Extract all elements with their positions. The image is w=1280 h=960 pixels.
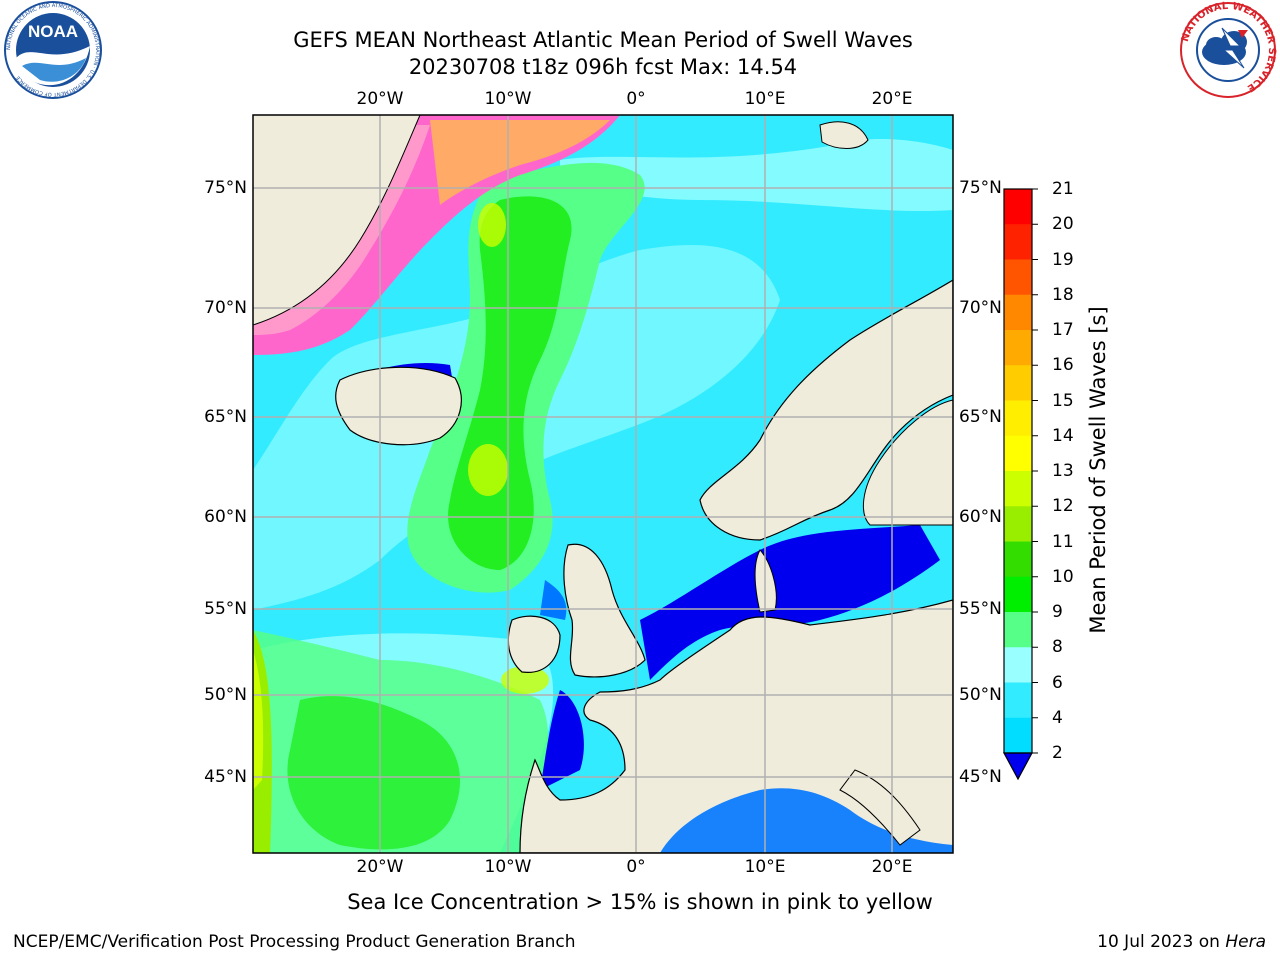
colorbar-band: [1004, 647, 1032, 683]
lat-tick-left-55n: 55°N: [204, 599, 247, 619]
lat-tick-right-50n: 50°N: [959, 685, 1002, 705]
chart-title: GEFS MEAN Northeast Atlantic Mean Period…: [293, 28, 913, 52]
colorbar-band: [1004, 435, 1032, 472]
colorbar: [1002, 188, 1038, 781]
lon-tick-top-10w: 10°W: [484, 89, 532, 109]
colorbar-band: [1004, 224, 1032, 260]
colorbar-tick-label: 21: [1052, 179, 1074, 199]
lat-tick-left-45n: 45°N: [204, 767, 247, 787]
lat-tick-left-60n: 60°N: [204, 507, 247, 527]
colorbar-band: [1004, 330, 1032, 366]
map-frame: [252, 114, 954, 854]
colorbar-tick-label: 14: [1052, 425, 1074, 446]
lat-tick-right-65n: 65°N: [959, 407, 1002, 427]
lon-tick-bottom-0: 0°: [626, 857, 646, 877]
lat-tick-left-75n: 75°N: [204, 178, 247, 198]
chart-subtitle: 20230708 t18z 096h fcst Max: 14.54: [408, 55, 798, 79]
lat-tick-left-65n: 65°N: [204, 407, 247, 427]
colorbar-tick-label: 17: [1052, 320, 1074, 340]
lat-tick-left-70n: 70°N: [204, 298, 247, 318]
noaa-logo-text: NOAA: [28, 22, 78, 41]
colorbar-tick-label: 9: [1052, 602, 1063, 622]
colorbar-band: [1004, 365, 1032, 401]
colorbar-tick-label: 11: [1052, 531, 1074, 552]
colorbar-tick-label: 4: [1052, 707, 1063, 728]
colorbar-band: [1004, 471, 1032, 507]
lat-tick-right-45n: 45°N: [959, 767, 1002, 787]
lon-tick-top-10e: 10°E: [744, 89, 786, 109]
colorbar-tick-label: 2: [1052, 743, 1063, 763]
lat-tick-right-75n: 75°N: [959, 178, 1002, 198]
colorbar-band: [1004, 506, 1032, 542]
lon-tick-bottom-20w: 20°W: [356, 857, 404, 877]
sea-ice: [253, 115, 620, 355]
lat-tick-left-50n: 50°N: [204, 685, 247, 705]
colorbar-band: [1004, 717, 1032, 754]
colorbar-band: [1004, 682, 1032, 719]
colorbar-tick-label: 16: [1052, 355, 1074, 376]
colorbar-tick-label: 18: [1052, 284, 1074, 305]
colorbar-tick-label: 20: [1052, 214, 1074, 235]
swell-zone-2s: [640, 525, 940, 680]
footer-date: 10 Jul 2023 on Hera: [1097, 932, 1266, 952]
lon-tick-top-20w: 20°W: [356, 89, 404, 109]
colorbar-band: [1004, 294, 1032, 331]
svalbard: [819, 121, 869, 149]
footer-date-text: 10 Jul 2023 on: [1097, 932, 1226, 952]
lon-tick-bottom-10e: 10°E: [744, 857, 786, 877]
iceland: [335, 366, 462, 446]
noaa-logo: NOAA NATIONAL OCEANIC AND ATMOSPHERIC AD…: [4, 1, 102, 99]
footer-credit: NCEP/EMC/Verification Post Processing Pr…: [13, 932, 576, 952]
lon-tick-bottom-20e: 20°E: [871, 857, 913, 877]
nws-logo: NATIONAL WEATHER SERVICE: [1180, 1, 1277, 98]
scandinavia: [699, 279, 953, 541]
colorbar-band: [1004, 541, 1032, 578]
lat-tick-right-70n: 70°N: [959, 298, 1002, 318]
colorbar-tick-label: 6: [1052, 672, 1063, 693]
colorbar-band: [1004, 612, 1032, 648]
colorbar-title: Mean Period of Swell Waves [s]: [1086, 306, 1110, 634]
colorbar-tick-label: 13: [1052, 461, 1074, 481]
lat-tick-right-60n: 60°N: [959, 507, 1002, 527]
colorbar-tick-label: 8: [1052, 637, 1063, 658]
footer-machine: Hera: [1225, 932, 1266, 952]
greenland: [253, 115, 421, 326]
colorbar-band: [1004, 400, 1032, 437]
colorbar-tick-label: 19: [1052, 249, 1074, 270]
lon-tick-top-0: 0°: [626, 89, 646, 109]
colorbar-tick-label: 15: [1052, 390, 1074, 411]
colorbar-band: [1004, 259, 1032, 296]
lon-tick-bottom-10w: 10°W: [484, 857, 532, 877]
colorbar-tick-label: 12: [1052, 496, 1074, 517]
great-britain: [563, 543, 646, 678]
ireland: [507, 615, 561, 673]
lon-tick-top-20e: 20°E: [871, 89, 913, 109]
colorbar-extend-arrow: [1002, 752, 1034, 781]
sea-ice-note: Sea Ice Concentration > 15% is shown in …: [347, 890, 933, 914]
lat-tick-right-55n: 55°N: [959, 599, 1002, 619]
graticule: [253, 115, 953, 853]
colorbar-band: [1004, 576, 1032, 613]
colorbar-tick-label: 10: [1052, 566, 1074, 587]
colorbar-band: [1004, 189, 1032, 225]
